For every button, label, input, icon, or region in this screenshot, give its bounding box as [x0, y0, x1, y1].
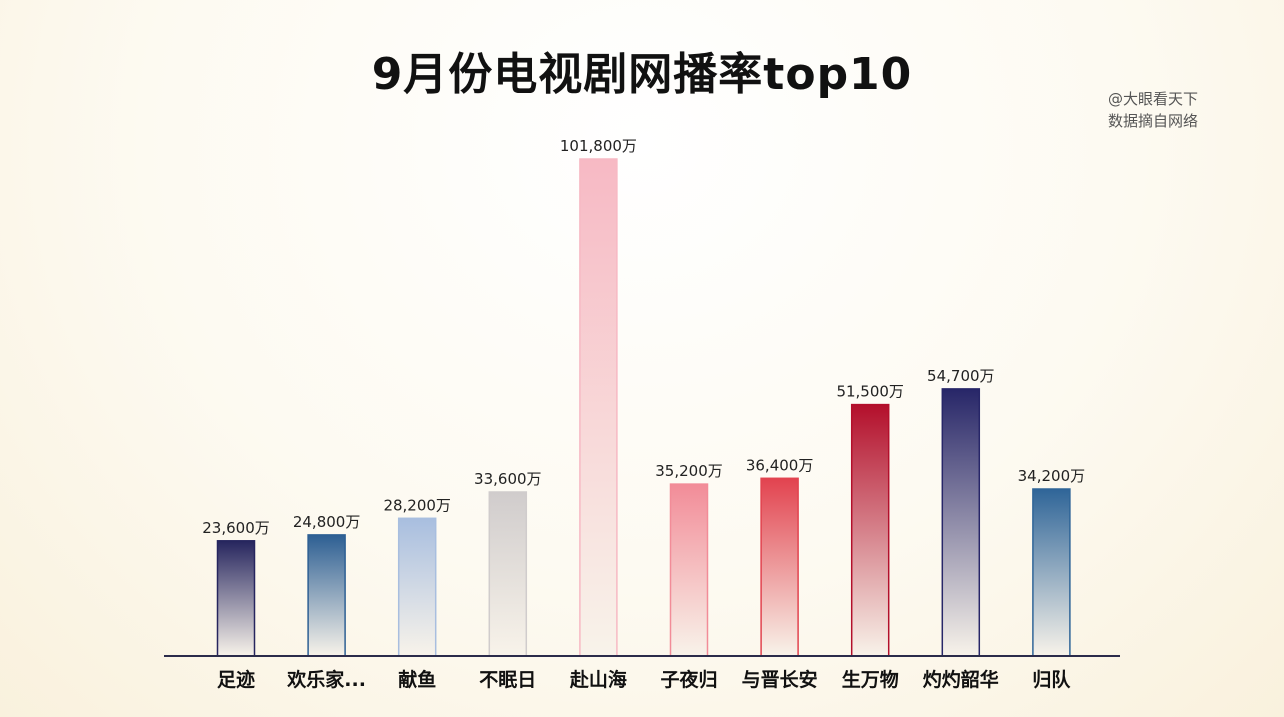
source-note: @大眼看天下 数据摘自网络	[1108, 88, 1198, 132]
bar-4	[488, 491, 528, 657]
bar-3	[397, 517, 437, 657]
category-label-5: 赴山海	[569, 668, 627, 691]
bar-5	[579, 158, 618, 657]
category-label-8: 生万物	[842, 668, 899, 691]
value-labels-group: 23,600万 24,800万 28,200万 33,600万 101,800万 35,2…	[202, 137, 1085, 537]
bar-7	[760, 477, 799, 657]
value-label-10: 34,200万	[1018, 467, 1086, 485]
category-label-6: 子夜归	[660, 668, 717, 691]
value-label-8: 51,500万	[836, 383, 904, 401]
source-disclaimer: 数据摘自网络	[1108, 112, 1199, 130]
category-label-7: 与晋长安	[742, 668, 818, 691]
category-label-10: 归队	[1032, 668, 1071, 691]
bar-8	[850, 403, 890, 657]
category-labels-group: 足迹 欢乐家... 献鱼 不眠日 赴山海 子夜归 与晋长安 生万物 灼灼韶华 归队	[217, 668, 1071, 691]
value-label-2: 24,800万	[293, 513, 361, 531]
bar-10	[1032, 488, 1071, 657]
value-label-3: 28,200万	[383, 496, 451, 514]
bar-6	[669, 483, 709, 657]
chart-title: 9月份电视剧网播率top10	[371, 49, 913, 100]
value-label-1: 23,600万	[202, 519, 270, 537]
category-label-4: 不眠日	[479, 669, 536, 691]
source-author: @大眼看天下	[1108, 90, 1199, 108]
category-label-2: 欢乐家...	[286, 668, 366, 691]
category-label-1: 足迹	[217, 668, 255, 691]
value-label-7: 36,400万	[746, 456, 814, 474]
bars-group	[216, 158, 1071, 657]
category-label-9: 灼灼韶华	[923, 668, 999, 691]
bar-2	[307, 534, 346, 657]
value-label-4: 33,600万	[474, 470, 542, 488]
value-label-6: 35,200万	[655, 462, 723, 480]
bar-9	[941, 388, 981, 657]
value-label-5: 101,800万	[560, 137, 637, 155]
category-label-3: 献鱼	[398, 668, 436, 691]
value-label-9: 54,700万	[927, 367, 995, 385]
bar-1	[216, 540, 256, 657]
